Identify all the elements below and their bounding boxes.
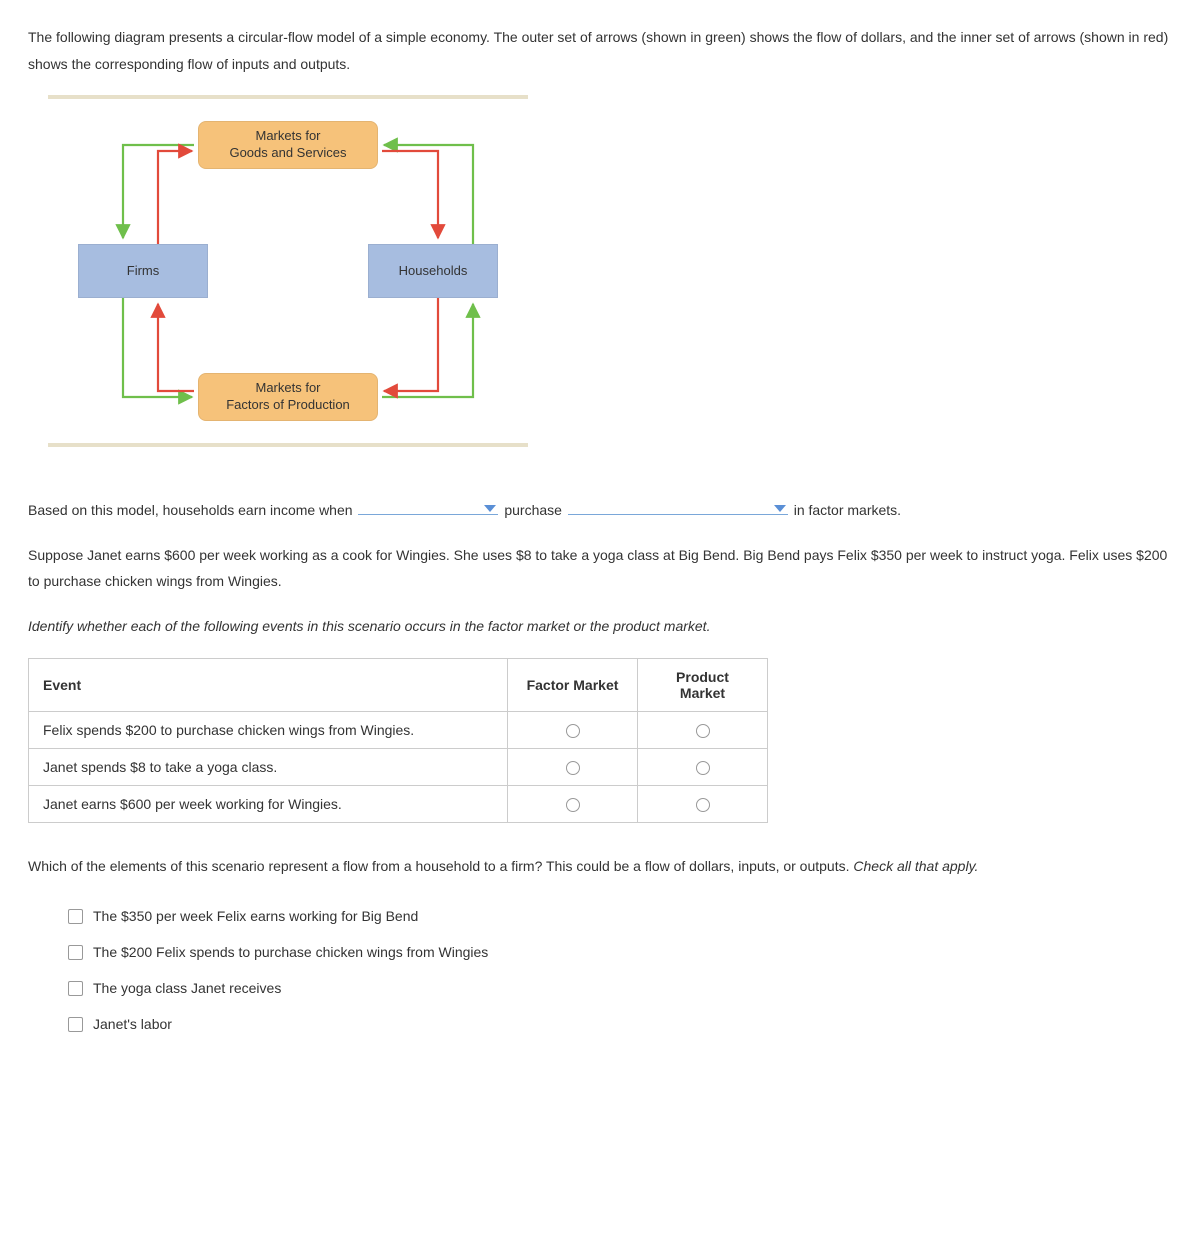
diagram-container: Markets forGoods and Services Firms Hous…	[48, 95, 528, 447]
node-factors-market: Markets forFactors of Production	[198, 373, 378, 421]
radio-product[interactable]	[696, 761, 710, 775]
scenario-text: Suppose Janet earns $600 per week workin…	[28, 542, 1172, 595]
option-label: The yoga class Janet receives	[93, 980, 281, 996]
checkbox-list: The $350 per week Felix earns working fo…	[68, 898, 1172, 1042]
intro-text: The following diagram presents a circula…	[28, 24, 1172, 77]
table-header-row: Event Factor Market Product Market	[29, 658, 768, 711]
check-option: The $200 Felix spends to purchase chicke…	[68, 934, 1172, 970]
flow-question-hint: Check all that apply.	[853, 858, 978, 874]
checkbox[interactable]	[68, 1017, 83, 1032]
sentence-mid: purchase	[504, 502, 562, 518]
table-row: Felix spends $200 to purchase chicken wi…	[29, 711, 768, 748]
col-factor: Factor Market	[508, 658, 638, 711]
event-cell: Janet spends $8 to take a yoga class.	[29, 748, 508, 785]
event-cell: Janet earns $600 per week working for Wi…	[29, 786, 508, 823]
market-table: Event Factor Market Product Market Felix…	[28, 658, 768, 824]
table-row: Janet spends $8 to take a yoga class.	[29, 748, 768, 785]
checkbox[interactable]	[68, 945, 83, 960]
node-label: Markets forFactors of Production	[226, 380, 350, 414]
chevron-down-icon	[774, 505, 786, 512]
dropdown-blank-2[interactable]	[568, 514, 788, 515]
radio-factor[interactable]	[566, 761, 580, 775]
node-households: Households	[368, 244, 498, 298]
option-label: Janet's labor	[93, 1016, 172, 1032]
circular-flow-diagram: Markets forGoods and Services Firms Hous…	[68, 121, 508, 421]
node-label: Firms	[127, 263, 160, 280]
check-option: The $350 per week Felix earns working fo…	[68, 898, 1172, 934]
node-label: Markets forGoods and Services	[229, 128, 346, 162]
flow-question-text: Which of the elements of this scenario r…	[28, 858, 853, 874]
fill-sentence: Based on this model, households earn inc…	[28, 497, 1172, 524]
sentence-pre: Based on this model, households earn inc…	[28, 502, 353, 518]
check-option: The yoga class Janet receives	[68, 970, 1172, 1006]
radio-factor[interactable]	[566, 798, 580, 812]
radio-product[interactable]	[696, 798, 710, 812]
node-firms: Firms	[78, 244, 208, 298]
option-label: The $350 per week Felix earns working fo…	[93, 908, 418, 924]
sentence-post: in factor markets.	[794, 502, 901, 518]
dropdown-blank-1[interactable]	[358, 514, 498, 515]
table-prompt: Identify whether each of the following e…	[28, 613, 1172, 640]
check-option: Janet's labor	[68, 1006, 1172, 1042]
table-row: Janet earns $600 per week working for Wi…	[29, 786, 768, 823]
option-label: The $200 Felix spends to purchase chicke…	[93, 944, 488, 960]
checkbox[interactable]	[68, 909, 83, 924]
checkbox[interactable]	[68, 981, 83, 996]
node-label: Households	[399, 263, 468, 280]
col-product: Product Market	[638, 658, 768, 711]
radio-factor[interactable]	[566, 724, 580, 738]
col-event: Event	[29, 658, 508, 711]
radio-product[interactable]	[696, 724, 710, 738]
event-cell: Felix spends $200 to purchase chicken wi…	[29, 711, 508, 748]
flow-question: Which of the elements of this scenario r…	[28, 853, 1172, 880]
node-goods-market: Markets forGoods and Services	[198, 121, 378, 169]
chevron-down-icon	[484, 505, 496, 512]
